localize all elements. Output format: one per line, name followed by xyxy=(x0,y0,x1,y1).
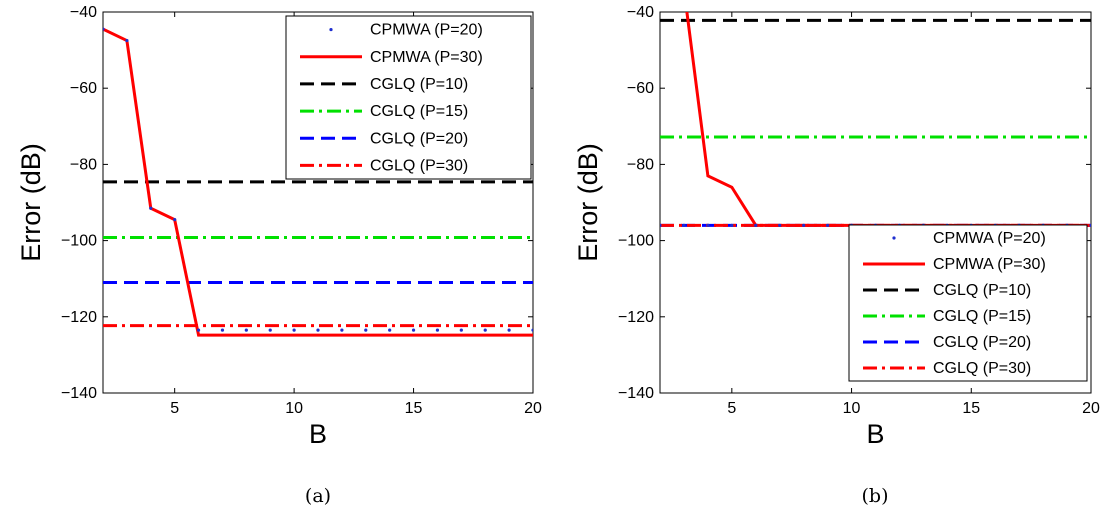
data-point xyxy=(340,328,344,332)
y-tick-label: −140 xyxy=(61,385,97,402)
data-point xyxy=(125,38,129,43)
y-tick-label: −100 xyxy=(61,233,97,250)
y-tick-label: −120 xyxy=(618,309,654,326)
data-point xyxy=(292,328,296,332)
x-tick-label: 10 xyxy=(843,400,861,417)
legend-label: CGLQ (P=20) xyxy=(933,334,1031,351)
plot-frame xyxy=(102,11,534,394)
x-axis-label: B xyxy=(309,419,327,449)
legend-label: CPMWA (P=20) xyxy=(370,22,483,39)
y-tick-label: −80 xyxy=(70,156,97,173)
x-tick-label: 20 xyxy=(524,400,542,417)
y-tick-label: −140 xyxy=(618,385,654,402)
data-point xyxy=(507,328,511,332)
legend-label: CGLQ (P=10) xyxy=(933,282,1031,299)
legend-box xyxy=(285,15,532,180)
x-axis-label: B xyxy=(866,419,884,449)
series-0-markers xyxy=(103,27,533,332)
data-point xyxy=(220,328,225,332)
legend-label: CPMWA (P=20) xyxy=(933,230,1046,247)
plot-area xyxy=(660,12,1091,227)
data-point xyxy=(682,223,686,227)
x-tick-label: 20 xyxy=(1082,400,1100,417)
data-point xyxy=(754,223,758,227)
legend: CPMWA (P=20) CPMWA (P=30) CGLQ (P=10) CGLQ … xyxy=(285,15,532,180)
data-point xyxy=(173,218,177,222)
y-tick-label: −120 xyxy=(61,309,97,326)
chart-panel-b: 5 10 15 20 −40 −60 −80 −100 −120 −140 B Error (dB) (… xyxy=(573,4,1100,507)
series-1-line xyxy=(685,12,1091,227)
legend-label: CPMWA (P=30) xyxy=(370,49,483,66)
data-point xyxy=(149,206,153,210)
legend-label: CGLQ (P=15) xyxy=(933,308,1031,325)
panel-caption: (a) xyxy=(305,485,331,507)
data-point xyxy=(730,223,734,227)
y-tick-label: −80 xyxy=(627,156,654,173)
legend-marker-dot xyxy=(892,236,896,240)
y-axis-label: Error (dB) xyxy=(573,143,603,262)
x-tick-label: 5 xyxy=(727,400,736,417)
y-axis-label: Error (dB) xyxy=(16,143,46,262)
y-tick-label: −60 xyxy=(70,80,97,97)
legend-label: CGLQ (P=15) xyxy=(370,103,468,120)
legend-label: CGLQ (P=20) xyxy=(370,130,468,147)
legend-label: CGLQ (P=10) xyxy=(370,76,468,93)
y-tick-label: −40 xyxy=(627,4,654,21)
data-point xyxy=(1089,223,1091,227)
data-point xyxy=(660,223,662,227)
x-tick-label: 15 xyxy=(405,400,423,417)
legend-box xyxy=(848,224,1088,382)
data-point xyxy=(435,328,440,332)
y-tick-label: −40 xyxy=(70,4,97,21)
plot-area xyxy=(103,27,533,337)
legend-label: CPMWA (P=30) xyxy=(933,256,1046,273)
data-point xyxy=(459,328,463,332)
y-tick-label: −100 xyxy=(618,233,654,250)
data-point xyxy=(103,27,105,31)
data-point xyxy=(316,328,320,332)
data-point xyxy=(388,328,392,332)
legend-label: CGLQ (P=30) xyxy=(933,360,1031,377)
data-point xyxy=(411,328,416,332)
data-point xyxy=(706,223,710,227)
legend: CPMWA (P=20) CPMWA (P=30) CGLQ (P=10) CGLQ … xyxy=(848,224,1088,382)
chart-panel-a: 5 10 15 20 −40 −60 −80 −100 −120 −140 B Error (dB) (… xyxy=(16,4,542,507)
x-tick-label: 15 xyxy=(962,400,980,417)
legend-label: CGLQ (P=30) xyxy=(370,157,468,174)
data-point xyxy=(778,223,782,227)
y-tick-label: −60 xyxy=(627,80,654,97)
data-point xyxy=(531,328,533,332)
data-point xyxy=(364,328,368,332)
panel-caption: (b) xyxy=(862,485,889,507)
data-point xyxy=(483,328,487,332)
data-point xyxy=(244,328,248,332)
data-point xyxy=(826,223,830,227)
data-point xyxy=(268,328,272,332)
plot-frame xyxy=(659,11,1092,394)
data-point xyxy=(802,223,806,227)
legend-marker-dot xyxy=(329,27,333,32)
x-tick-label: 10 xyxy=(285,400,303,417)
x-tick-label: 5 xyxy=(170,400,179,417)
data-point xyxy=(196,328,201,332)
